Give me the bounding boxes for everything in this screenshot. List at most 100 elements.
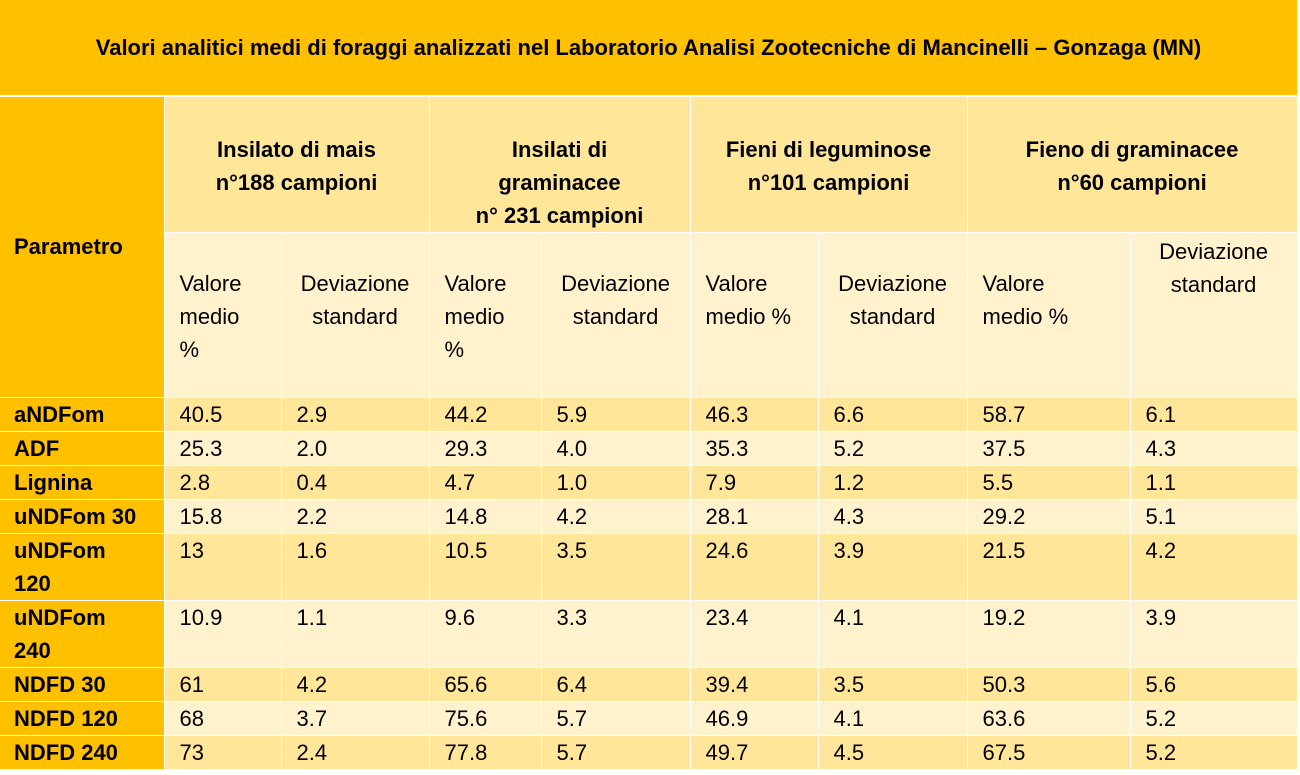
subheader-mean: Valore medio % (429, 232, 542, 398)
subheader-line: Valore (705, 271, 768, 296)
value-cell: 5.5 (967, 465, 1131, 500)
value-cell: 2.8 (164, 465, 282, 500)
subheader-line: medio (179, 304, 240, 329)
parameter-label: ADF (0, 431, 165, 466)
value-cell: 4.3 (1130, 431, 1298, 466)
value-cell: 75.6 (429, 701, 542, 736)
value-cell: 5.6 (1130, 667, 1298, 702)
value-cell: 46.9 (690, 701, 819, 736)
parameter-label-line: 120 (14, 571, 51, 596)
value-cell: 2.2 (281, 499, 430, 534)
parameter-column-header: Parametro (0, 97, 165, 398)
group-sample-count: n°188 campioni (215, 170, 378, 195)
subheader-mean: Valore medio % (164, 232, 282, 398)
value-cell: 4.2 (541, 499, 691, 534)
value-cell: 2.9 (281, 397, 430, 432)
value-cell: 1.1 (1130, 465, 1298, 500)
value-cell: 3.9 (1130, 600, 1298, 668)
group-sample-count: n°101 campioni (747, 170, 910, 195)
subheader-line: medio (444, 304, 505, 329)
value-cell: 29.2 (967, 499, 1131, 534)
parameter-label: uNDFom 30 (0, 499, 165, 534)
value-cell: 1.2 (818, 465, 968, 500)
subheader-line: Deviazione (1159, 239, 1268, 264)
value-cell: 44.2 (429, 397, 542, 432)
group-header-insilato-mais: Insilato di mais n°188 campioni (164, 97, 430, 233)
table-title: Valori analitici medi di foraggi analizz… (0, 0, 1297, 97)
subheader-mean: Valore medio % (690, 232, 819, 398)
value-cell: 39.4 (690, 667, 819, 702)
table-row: NDFD 240 73 2.4 77.8 5.7 49.7 4.5 67.5 5… (0, 735, 1298, 770)
value-cell: 3.9 (818, 533, 968, 601)
value-cell: 4.2 (281, 667, 430, 702)
value-cell: 68 (164, 701, 282, 736)
subheader-line: Valore (179, 271, 242, 296)
value-cell: 6.6 (818, 397, 968, 432)
table-row: uNDFom 30 15.8 2.2 14.8 4.2 28.1 4.3 29.… (0, 499, 1298, 534)
forage-analysis-table: Parametro Insilato di mais n°188 campion… (0, 97, 1298, 770)
subheader-line: Valore (982, 271, 1045, 296)
subheader-line: Deviazione (838, 271, 947, 296)
value-cell: 5.1 (1130, 499, 1298, 534)
subheader-sd: Deviazione standard (281, 232, 430, 398)
subheader-line: Deviazione (561, 271, 670, 296)
group-header-fieni-leguminose: Fieni di leguminose n°101 campioni (690, 97, 968, 233)
subheader-line: medio % (705, 304, 792, 329)
table-row: Lignina 2.8 0.4 4.7 1.0 7.9 1.2 5.5 1.1 (0, 465, 1298, 500)
value-cell: 3.5 (541, 533, 691, 601)
parameter-label: Lignina (0, 465, 165, 500)
group-title-cont: graminacee (498, 170, 621, 195)
parameter-label: uNDFom 240 (0, 600, 165, 668)
value-cell: 1.6 (281, 533, 430, 601)
value-cell: 15.8 (164, 499, 282, 534)
subheader-line: Deviazione (300, 271, 410, 296)
table-row: NDFD 120 68 3.7 75.6 5.7 46.9 4.1 63.6 5… (0, 701, 1298, 736)
value-cell: 25.3 (164, 431, 282, 466)
parameter-label-line: uNDFom (14, 605, 106, 630)
value-cell: 2.4 (281, 735, 430, 770)
value-cell: 4.0 (541, 431, 691, 466)
group-title: Fieni di leguminose (725, 137, 932, 162)
value-cell: 5.2 (818, 431, 968, 466)
value-cell: 63.6 (967, 701, 1131, 736)
value-cell: 4.1 (818, 600, 968, 668)
group-title: Insilati di (511, 137, 608, 162)
value-cell: 23.4 (690, 600, 819, 668)
value-cell: 4.5 (818, 735, 968, 770)
value-cell: 10.5 (429, 533, 542, 601)
table-row: uNDFom 240 10.9 1.1 9.6 3.3 23.4 4.1 19.… (0, 600, 1298, 668)
group-sample-count: n°60 campioni (1057, 170, 1207, 195)
value-cell: 40.5 (164, 397, 282, 432)
value-cell: 5.2 (1130, 701, 1298, 736)
value-cell: 1.0 (541, 465, 691, 500)
value-cell: 58.7 (967, 397, 1131, 432)
group-title: Insilato di mais (217, 137, 376, 162)
subheader-mean: Valore medio % (967, 232, 1131, 398)
subheader-line: Valore (444, 271, 507, 296)
parameter-label: uNDFom 120 (0, 533, 165, 601)
group-title: Fieno di graminacee (1025, 137, 1239, 162)
group-header-insilati-graminacee: Insilati di graminacee n° 231 campioni (429, 97, 691, 233)
value-cell: 65.6 (429, 667, 542, 702)
subheader-line: medio % (982, 304, 1069, 329)
value-cell: 21.5 (967, 533, 1131, 601)
value-cell: 2.0 (281, 431, 430, 466)
subheader-sd: Deviazione standard (541, 232, 691, 398)
value-cell: 19.2 (967, 600, 1131, 668)
value-cell: 4.2 (1130, 533, 1298, 601)
value-cell: 50.3 (967, 667, 1131, 702)
parameter-label-line: 240 (14, 638, 51, 663)
group-header-fieno-graminacee: Fieno di graminacee n°60 campioni (967, 97, 1298, 233)
value-cell: 28.1 (690, 499, 819, 534)
value-cell: 10.9 (164, 600, 282, 668)
value-cell: 5.7 (541, 701, 691, 736)
value-cell: 3.3 (541, 600, 691, 668)
value-cell: 4.7 (429, 465, 542, 500)
value-cell: 9.6 (429, 600, 542, 668)
value-cell: 46.3 (690, 397, 819, 432)
value-cell: 14.8 (429, 499, 542, 534)
value-cell: 13 (164, 533, 282, 601)
value-cell: 3.7 (281, 701, 430, 736)
subheader-line: % (444, 337, 465, 362)
value-cell: 7.9 (690, 465, 819, 500)
